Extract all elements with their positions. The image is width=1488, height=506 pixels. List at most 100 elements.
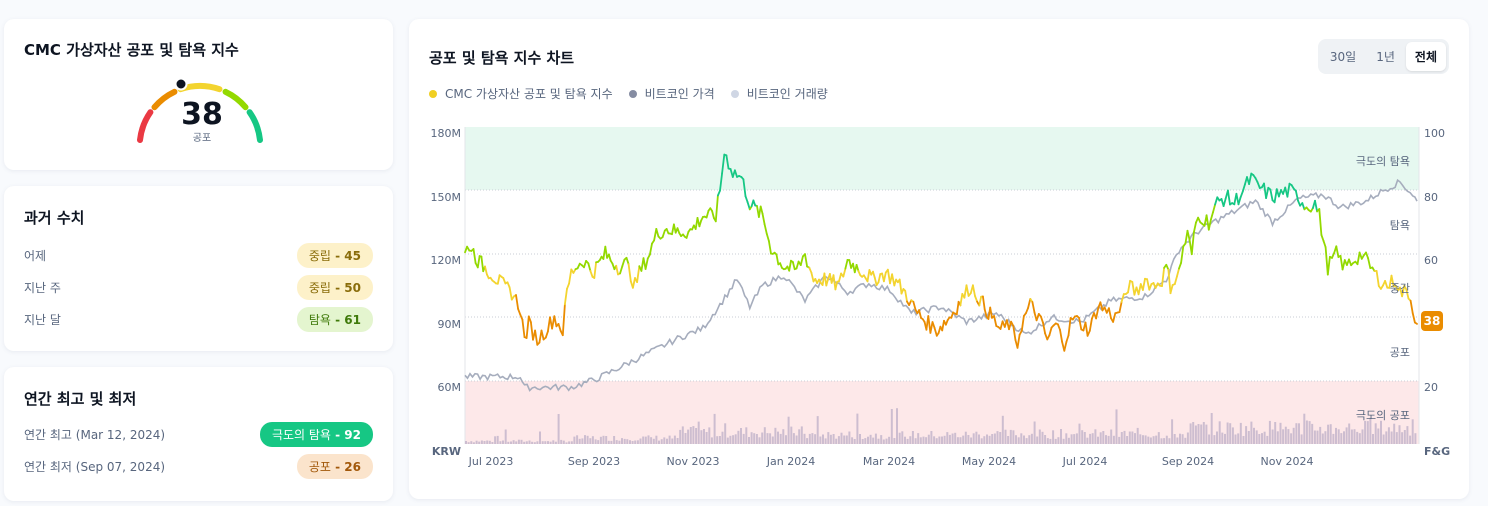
history-card: 과거 수치 어제 중립 - 45 지난 주 중립 - 50 지난 달 탐욕 - … bbox=[4, 186, 393, 351]
fear-greed-segment bbox=[1065, 334, 1070, 343]
volume-bar bbox=[901, 431, 904, 444]
fear-greed-segment bbox=[508, 286, 513, 301]
volume-bar bbox=[816, 416, 819, 444]
extreme-fear-zone bbox=[465, 381, 1419, 444]
fear-greed-segment bbox=[877, 273, 882, 284]
volume-bar bbox=[668, 435, 671, 444]
volume-bar bbox=[893, 438, 896, 444]
volume-bar bbox=[1345, 427, 1348, 444]
fear-greed-line bbox=[464, 153, 1418, 352]
volume-bar bbox=[586, 435, 589, 444]
volume-bar bbox=[687, 429, 690, 444]
legend-item-btc-price[interactable]: 비트코인 가격 bbox=[628, 85, 715, 102]
current-value-badge bbox=[1421, 311, 1443, 331]
fear-greed-segment bbox=[648, 242, 653, 256]
volume-bar bbox=[710, 437, 713, 444]
volume-bar bbox=[1390, 431, 1393, 444]
volume-bar bbox=[705, 432, 708, 444]
volume-bar bbox=[1263, 431, 1266, 444]
fear-greed-segment bbox=[834, 280, 839, 291]
fear-greed-segment bbox=[950, 311, 954, 319]
chart-card-title: 공포 및 탐욕 지수 차트 bbox=[429, 49, 575, 67]
volume-bar bbox=[1258, 434, 1261, 444]
fear-greed-segment bbox=[795, 260, 800, 270]
range-button-all[interactable]: 전체 bbox=[1405, 42, 1446, 71]
fear-greed-segment bbox=[931, 321, 936, 330]
status-badge-value: 26 bbox=[344, 459, 361, 474]
volume-bar bbox=[510, 441, 512, 444]
fear-greed-segment bbox=[955, 300, 960, 316]
volume-bar bbox=[544, 441, 547, 444]
volume-bar bbox=[576, 435, 579, 444]
volume-bar bbox=[644, 436, 647, 444]
yearly-card-title: 연간 최고 및 최저 bbox=[24, 390, 137, 408]
volume-bar bbox=[504, 429, 507, 444]
range-button-1y[interactable]: 1년 bbox=[1376, 50, 1395, 64]
volume-bar bbox=[766, 433, 769, 444]
volume-bar bbox=[1179, 433, 1181, 444]
volume-bar bbox=[1245, 426, 1248, 444]
fear-greed-segment bbox=[1207, 218, 1212, 231]
fear-greed-segment bbox=[1020, 314, 1025, 332]
fear-greed-chart[interactable]: 180M 150M 120M 90M 60M KRW 100 80 60 20 … bbox=[409, 19, 1469, 479]
fear-greed-segment bbox=[1375, 269, 1380, 287]
fear-greed-segment bbox=[933, 327, 938, 337]
legend-dot-icon bbox=[429, 89, 437, 98]
volume-bar bbox=[867, 436, 869, 444]
volume-bar bbox=[1237, 433, 1240, 444]
volume-bar bbox=[930, 431, 933, 444]
volume-bar bbox=[673, 435, 676, 444]
fear-greed-segment bbox=[1365, 251, 1369, 260]
fear-greed-segment bbox=[791, 261, 796, 271]
volume-bar bbox=[967, 435, 970, 444]
volume-bar bbox=[1268, 420, 1271, 444]
volume-bar bbox=[1337, 429, 1340, 444]
volume-bar bbox=[1107, 435, 1110, 444]
volume-bar bbox=[584, 435, 586, 444]
volume-bar bbox=[708, 427, 711, 444]
volume-bar bbox=[1250, 421, 1253, 444]
extreme-greed-zone bbox=[465, 127, 1419, 190]
volume-bar bbox=[1060, 429, 1062, 444]
volume-bar bbox=[1398, 425, 1401, 444]
volume-bar bbox=[1242, 436, 1245, 444]
volume-bar bbox=[795, 435, 798, 444]
zone-label-neutral: 중간 bbox=[1390, 282, 1410, 295]
fear-greed-segment bbox=[1016, 333, 1021, 349]
history-row-label: 지난 달 bbox=[24, 312, 61, 327]
volume-bar bbox=[1157, 432, 1160, 444]
volume-bar bbox=[475, 440, 478, 444]
volume-bar bbox=[480, 440, 483, 444]
volume-bar bbox=[1364, 420, 1367, 444]
status-badge-value: 92 bbox=[344, 427, 361, 442]
volume-bar bbox=[782, 429, 785, 444]
volume-bar bbox=[1229, 423, 1232, 444]
range-button-30d[interactable]: 30일 bbox=[1329, 50, 1357, 64]
volume-bar bbox=[983, 436, 986, 444]
volume-bar bbox=[499, 441, 502, 444]
volume-bar bbox=[650, 437, 653, 444]
fear-greed-segment bbox=[742, 178, 747, 198]
volume-bar bbox=[1414, 433, 1417, 444]
volume-bar bbox=[1356, 431, 1359, 444]
volume-bar bbox=[663, 437, 666, 444]
volume-bar bbox=[888, 436, 891, 444]
volume-bar bbox=[798, 429, 801, 444]
fear-greed-segment bbox=[604, 245, 609, 259]
volume-bar bbox=[777, 431, 779, 444]
fear-greed-segment bbox=[733, 169, 738, 178]
volume-bar bbox=[671, 438, 674, 444]
legend-item-fear-greed[interactable]: CMC 가상자산 공포 및 탐욕 지수 bbox=[429, 85, 613, 102]
volume-bar bbox=[1205, 424, 1208, 444]
fear-greed-segment bbox=[627, 263, 632, 283]
fear-greed-segment bbox=[775, 253, 780, 266]
volume-bar bbox=[869, 434, 872, 444]
legend-item-btc-volume[interactable]: 비트코인 거래량 bbox=[730, 85, 828, 102]
fear-greed-segment bbox=[1214, 196, 1219, 206]
chart-legend: CMC 가상자산 공포 및 탐욕 지수 비트코인 가격 비트코인 거래량 bbox=[429, 85, 828, 102]
volume-bar bbox=[613, 436, 616, 444]
right-axis-tick: 100 bbox=[1424, 127, 1445, 140]
volume-bar bbox=[1105, 435, 1107, 444]
volume-bar bbox=[557, 414, 560, 444]
volume-bar bbox=[1200, 424, 1203, 444]
